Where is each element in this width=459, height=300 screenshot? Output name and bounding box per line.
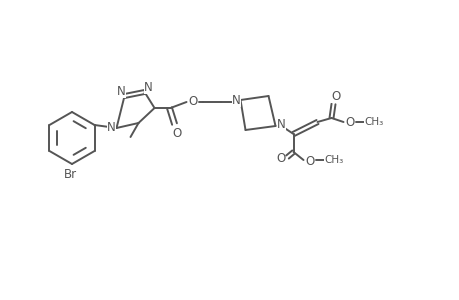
Text: O: O xyxy=(172,127,181,140)
Text: N: N xyxy=(276,118,285,130)
Text: Br: Br xyxy=(63,167,76,181)
Text: CH₃: CH₃ xyxy=(323,155,342,165)
Text: N: N xyxy=(144,80,152,94)
Text: O: O xyxy=(304,154,313,167)
Text: O: O xyxy=(330,89,339,103)
Text: O: O xyxy=(275,152,285,164)
Text: CH₃: CH₃ xyxy=(363,117,382,127)
Text: N: N xyxy=(107,121,116,134)
Text: O: O xyxy=(344,116,353,128)
Text: N: N xyxy=(232,94,241,106)
Text: O: O xyxy=(187,94,197,107)
Text: N: N xyxy=(117,85,126,98)
